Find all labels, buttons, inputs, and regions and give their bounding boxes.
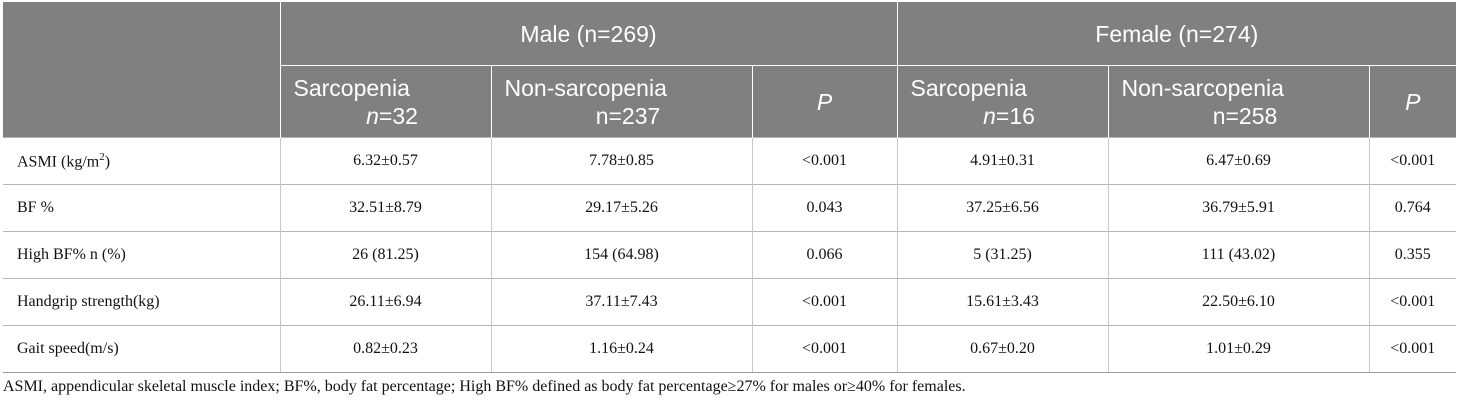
sarcopenia-comparison-table: Male (n=269) Female (n=274) Sarcopenia n… <box>3 2 1457 373</box>
row-label-text: Gait speed(m/s) <box>17 340 119 357</box>
male-non-sarcopenia-cell: 7.78±0.85 <box>490 137 752 185</box>
female-p-header: P <box>1368 65 1457 138</box>
female-non-sarcopenia-cell: 22.50±6.10 <box>1107 278 1370 326</box>
row-label-text: Handgrip strength(kg) <box>17 293 160 310</box>
male-group-header: Male (n=269) <box>279 2 898 66</box>
female-non-sarcopenia-cell: 1.01±0.29 <box>1107 325 1370 373</box>
female-non-sarcopenia-cell: 6.47±0.69 <box>1107 137 1370 185</box>
row-label-suffix: ) <box>104 153 111 171</box>
male-non-sarcopenia-n: n=237 <box>595 102 661 129</box>
female-sarcopenia-name: Sarcopenia <box>910 74 1027 101</box>
female-sarcopenia-cell: 4.91±0.31 <box>896 137 1109 185</box>
row-label-superscript: 2 <box>99 150 105 163</box>
data-table-container: Male (n=269) Female (n=274) Sarcopenia n… <box>3 2 1457 373</box>
male-sarcopenia-cell: 26 (81.25) <box>279 231 491 279</box>
male-non-sarcopenia-header: Non-sarcopenia n=237 <box>490 65 752 138</box>
empty-corner-cell <box>3 2 280 138</box>
male-non-sarcopenia-cell: 154 (64.98) <box>490 231 752 279</box>
row-label-text: ASMI (kg/m <box>17 153 100 171</box>
male-p-cell: <0.001 <box>751 278 898 326</box>
group-header-row: Male (n=269) Female (n=274) <box>3 2 1457 138</box>
male-non-sarcopenia-name: Non-sarcopenia <box>504 74 667 101</box>
male-sarcopenia-n: n=32 <box>366 102 418 129</box>
male-sarcopenia-name: Sarcopenia <box>293 74 410 101</box>
male-non-sarcopenia-cell: 37.11±7.43 <box>490 278 752 326</box>
female-sarcopenia-n: n=16 <box>983 102 1035 129</box>
row-label: ASMI (kg/m2) <box>3 137 280 185</box>
row-label-text: High BF% n (%) <box>17 246 126 263</box>
female-non-sarcopenia-header: Non-sarcopenia n=258 <box>1107 65 1370 138</box>
male-sarcopenia-header: Sarcopenia n=32 <box>279 65 491 138</box>
table-body: ASMI (kg/m2) 6.32±0.57 7.78±0.85 <0.001 4.91… <box>3 137 1457 373</box>
subgroup-header-row: Sarcopenia n=32 Non-sarcopenia n=237 P S… <box>3 65 1457 138</box>
female-sarcopenia-header: Sarcopenia n=16 <box>896 65 1109 138</box>
male-p-cell: 0.066 <box>751 231 898 279</box>
female-sarcopenia-cell: 5 (31.25) <box>896 231 1109 279</box>
female-non-sarcopenia-cell: 111 (43.02) <box>1107 231 1370 279</box>
female-group-header: Female (n=274) <box>896 2 1457 66</box>
table-row: High BF% n (%) 26 (81.25) 154 (64.98) 0.066… <box>3 231 1457 279</box>
female-non-sarcopenia-cell: 36.79±5.91 <box>1107 184 1370 232</box>
female-sarcopenia-cell: 15.61±3.43 <box>896 278 1109 326</box>
table-row: Gait speed(m/s) 0.82±0.23 1.16±0.24 <0.001 0… <box>3 325 1457 373</box>
male-sarcopenia-cell: 6.32±0.57 <box>279 137 491 185</box>
table-footnote: ASMI, appendicular skeletal muscle index… <box>3 378 966 395</box>
row-label: High BF% n (%) <box>3 231 280 279</box>
row-label: BF % <box>3 184 280 232</box>
male-p-cell: 0.043 <box>751 184 898 232</box>
male-sarcopenia-cell: 0.82±0.23 <box>279 325 491 373</box>
table-row: BF % 32.51±8.79 29.17±5.26 0.043 37.25±6.56 3… <box>3 184 1457 232</box>
male-non-sarcopenia-cell: 1.16±0.24 <box>490 325 752 373</box>
female-sarcopenia-cell: 0.67±0.20 <box>896 325 1109 373</box>
female-p-cell: <0.001 <box>1368 325 1457 373</box>
male-non-sarcopenia-cell: 29.17±5.26 <box>490 184 752 232</box>
female-sarcopenia-cell: 37.25±6.56 <box>896 184 1109 232</box>
female-non-sarcopenia-n: n=258 <box>1212 102 1278 129</box>
male-sarcopenia-cell: 32.51±8.79 <box>279 184 491 232</box>
female-p-cell: 0.764 <box>1368 184 1457 232</box>
table-row: ASMI (kg/m2) 6.32±0.57 7.78±0.85 <0.001 4.91… <box>3 137 1457 185</box>
female-non-sarcopenia-name: Non-sarcopenia <box>1121 74 1284 101</box>
row-label-text: BF % <box>17 199 54 216</box>
male-p-header: P <box>751 65 898 138</box>
female-p-cell: 0.355 <box>1368 231 1457 279</box>
female-p-cell: <0.001 <box>1368 278 1457 326</box>
row-label: Handgrip strength(kg) <box>3 278 280 326</box>
male-p-cell: <0.001 <box>751 137 898 185</box>
male-p-cell: <0.001 <box>751 325 898 373</box>
male-sarcopenia-cell: 26.11±6.94 <box>279 278 491 326</box>
row-label: Gait speed(m/s) <box>3 325 280 373</box>
female-p-cell: <0.001 <box>1368 137 1457 185</box>
table-row: Handgrip strength(kg) 26.11±6.94 37.11±7.4… <box>3 278 1457 326</box>
